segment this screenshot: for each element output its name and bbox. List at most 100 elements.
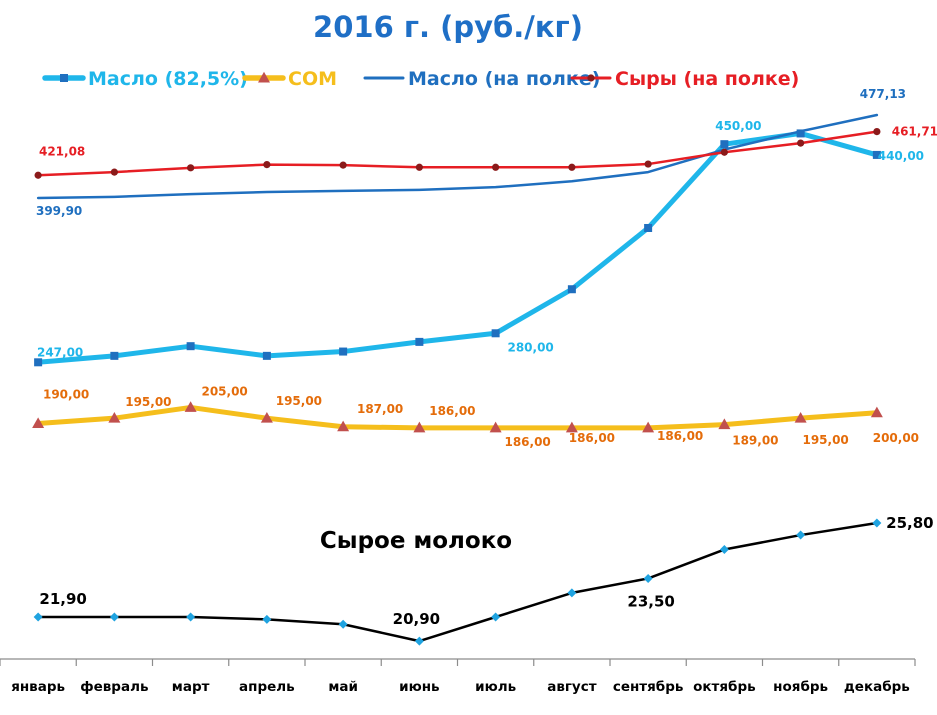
data-point bbox=[565, 421, 578, 433]
data-label: 440,00 bbox=[878, 149, 924, 163]
data-point bbox=[110, 168, 118, 176]
data-point bbox=[492, 163, 500, 171]
x-tick-label: апрель bbox=[239, 679, 295, 695]
data-point bbox=[60, 74, 68, 82]
data-point bbox=[339, 347, 348, 356]
data-point bbox=[720, 140, 729, 149]
x-tick-label: июнь bbox=[399, 679, 439, 695]
data-point bbox=[568, 163, 576, 171]
data-label: 205,00 bbox=[201, 384, 247, 398]
data-point bbox=[491, 612, 501, 622]
legend-label: Масло (на полке) bbox=[408, 68, 600, 90]
series-line bbox=[35, 404, 880, 431]
x-tick-label: ноябрь bbox=[773, 679, 828, 695]
x-tick-label: январь bbox=[11, 679, 65, 695]
series-line bbox=[36, 113, 879, 200]
legend-item: Масло (на полке) bbox=[363, 68, 600, 90]
x-tick-label: февраль bbox=[80, 679, 148, 695]
data-label: 280,00 bbox=[507, 340, 553, 354]
data-label: 186,00 bbox=[429, 404, 475, 418]
x-tick-label: март bbox=[172, 679, 210, 695]
data-point bbox=[797, 139, 805, 147]
data-label: 190,00 bbox=[43, 388, 89, 402]
data-point bbox=[32, 417, 45, 429]
data-label: 186,00 bbox=[504, 435, 550, 449]
data-point bbox=[415, 163, 423, 171]
data-point bbox=[643, 573, 653, 583]
data-point bbox=[338, 619, 348, 629]
milk-data-label: 25,80 bbox=[886, 514, 933, 532]
milk-data-label: 21,90 bbox=[39, 590, 86, 608]
series-1: 190,00 195,00 205,00 195,00 187,00 186,00 186,… bbox=[32, 384, 919, 449]
legend-label: Сыры (на полке) bbox=[615, 68, 799, 90]
data-label: 195,00 bbox=[276, 394, 322, 408]
legend: Масло (82,5%) СОМ Масло (на полке) Сыры (на… bbox=[42, 68, 799, 90]
data-point bbox=[796, 530, 806, 540]
data-point bbox=[263, 160, 271, 169]
data-label: 247,00 bbox=[37, 345, 83, 359]
data-point bbox=[108, 411, 121, 423]
legend-label: Масло (82,5%) bbox=[88, 68, 248, 90]
data-point bbox=[187, 164, 195, 172]
data-point bbox=[413, 421, 426, 433]
data-label: 421,08 bbox=[39, 144, 85, 158]
data-point bbox=[720, 148, 728, 156]
data-label: 186,00 bbox=[569, 431, 615, 445]
data-point bbox=[642, 421, 655, 433]
data-point bbox=[262, 614, 272, 624]
legend-item: Сыры (на полке) bbox=[570, 68, 799, 90]
data-point bbox=[644, 223, 653, 232]
data-label: 200,00 bbox=[873, 431, 919, 445]
data-point bbox=[489, 421, 502, 433]
series-3: 421,08 461,71 bbox=[34, 125, 937, 179]
milk-series-line bbox=[38, 521, 878, 643]
series-line bbox=[36, 130, 879, 177]
data-label: 477,13 bbox=[860, 87, 906, 101]
data-label: 195,00 bbox=[125, 395, 171, 409]
data-point bbox=[873, 127, 881, 136]
data-label: 195,00 bbox=[802, 433, 848, 447]
legend-item: СОМ bbox=[242, 68, 337, 90]
x-axis: январь февраль март апрель май июнь июль август… bbox=[0, 658, 916, 695]
data-label: 461,71 bbox=[892, 125, 937, 139]
data-label: 187,00 bbox=[357, 402, 403, 416]
data-point bbox=[34, 171, 42, 179]
data-point bbox=[644, 160, 652, 168]
x-tick-label: июль bbox=[475, 679, 516, 695]
data-point bbox=[258, 71, 270, 83]
x-tick-label: октябрь bbox=[693, 679, 756, 695]
data-point bbox=[186, 342, 195, 351]
data-point bbox=[719, 545, 729, 555]
milk-series-layer: 21,90 20,90 23,50 25,80 bbox=[33, 514, 934, 646]
data-point bbox=[260, 411, 273, 423]
data-point bbox=[415, 337, 424, 346]
chart-title: 2016 г. (руб./кг) bbox=[313, 10, 583, 44]
x-tick-label: декабрь bbox=[844, 679, 910, 695]
milk-data-label: 23,50 bbox=[627, 592, 674, 610]
data-label: 189,00 bbox=[732, 434, 778, 448]
series-0: 247,00 280,00 450,00 440,00 bbox=[34, 119, 924, 367]
data-point bbox=[34, 358, 43, 367]
data-point bbox=[339, 161, 347, 169]
data-label: 186,00 bbox=[657, 429, 703, 443]
data-label: 399,90 bbox=[36, 204, 82, 218]
data-point bbox=[872, 518, 882, 528]
legend-item: Масло (82,5%) bbox=[42, 68, 248, 90]
data-point bbox=[718, 418, 731, 430]
data-point bbox=[872, 150, 881, 159]
data-point bbox=[796, 129, 805, 138]
data-point bbox=[262, 351, 271, 360]
data-point bbox=[587, 74, 595, 82]
x-tick-label: май bbox=[328, 679, 358, 695]
data-point bbox=[491, 329, 500, 338]
data-point bbox=[794, 411, 807, 423]
milk-data-label: 20,90 bbox=[393, 610, 440, 628]
data-point bbox=[870, 406, 883, 418]
legend-label: СОМ bbox=[288, 68, 337, 90]
milk-chart-title: Сырое молоко bbox=[320, 528, 512, 554]
data-label: 450,00 bbox=[715, 119, 761, 133]
data-point bbox=[567, 588, 577, 598]
data-point bbox=[186, 612, 196, 622]
